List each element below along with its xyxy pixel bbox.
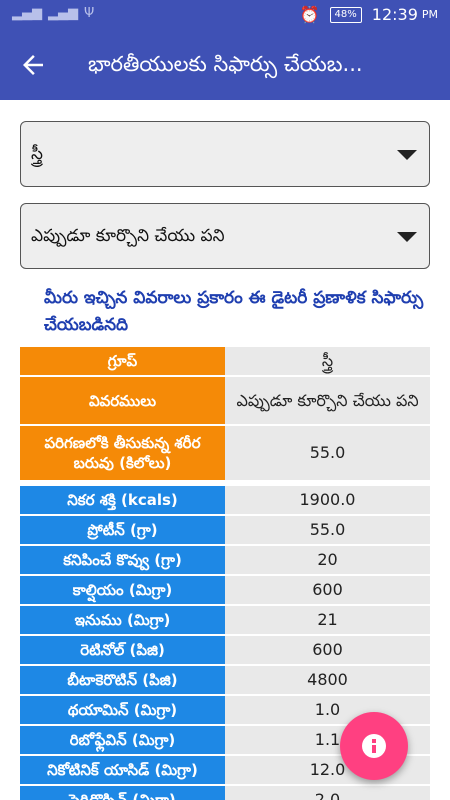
row-label: కాల్షియం (మిగ్రా) [20, 576, 225, 604]
recommendation-note: మీరు ఇచ్చిన వివరాలు ప్రకారం ఈ డైటరీ ప్రణ… [44, 288, 424, 335]
status-left-icons: ▂▄▆ ▂▄▆ Ψ [12, 6, 94, 21]
row-value: 20 [225, 546, 430, 574]
clock-ampm: PM [421, 8, 438, 21]
info-button[interactable] [340, 712, 408, 780]
table-row: రెటినోల్ (పిజి) 600 [20, 636, 430, 664]
row-label: థయామిన్ (మిగ్రా) [20, 696, 225, 724]
row-label: గ్రూప్ [20, 347, 225, 375]
activity-select-value: ఎప్పుడూ కూర్చొని చేయు పని [31, 226, 225, 246]
app-bar: భారతీయులకు సిఫార్సు చేయబ... [0, 30, 450, 100]
table-row: ఇనుము (మిగ్రా) 21 [20, 606, 430, 634]
group-select[interactable]: స్త్రీ [20, 121, 430, 187]
info-icon [362, 734, 386, 758]
table-row: వివరములు ఎప్పుడూ కూర్చొని చేయు పని [20, 377, 430, 424]
page-title: భారతీయులకు సిఫార్సు చేయబ... [88, 52, 363, 76]
group-select-value: స్త్రీ [31, 144, 43, 164]
row-value: ఎప్పుడూ కూర్చొని చేయు పని [225, 377, 430, 424]
chevron-down-icon [397, 150, 417, 160]
table-row: నికర శక్తి (kcals) 1900.0 [20, 486, 430, 514]
row-label: కనిపించే కొవ్వు (గ్రా) [20, 546, 225, 574]
row-value: 1900.0 [225, 486, 430, 514]
row-label: ఇనుము (మిగ్రా) [20, 606, 225, 634]
table-row: పైరిడొక్సిన్ (మిగ్రా) 2.0 [20, 786, 430, 800]
clock: 12:39 [371, 5, 418, 24]
table-row: కనిపించే కొవ్వు (గ్రా) 20 [20, 546, 430, 574]
row-label: వివరములు [20, 377, 225, 424]
signal-icon-2: ▂▄▆ [48, 6, 78, 21]
row-label: బీటాకెరొటిన్ (పిజి) [20, 666, 225, 694]
battery-indicator: 48% [329, 6, 362, 23]
table-row: గ్రూప్ స్త్రీ [20, 347, 430, 375]
row-value: 55.0 [225, 516, 430, 544]
status-bar: ▂▄▆ ▂▄▆ Ψ ⏰ 48% 12:39 PM [0, 0, 450, 30]
row-label: నికర శక్తి (kcals) [20, 486, 225, 514]
row-value: 1.0 [225, 696, 430, 724]
row-value: 600 [225, 576, 430, 604]
signal-icon: ▂▄▆ [12, 6, 42, 21]
table-row: కాల్షియం (మిగ్రా) 600 [20, 576, 430, 604]
table-row: పరిగణలోకి తీసుకున్న శరీర బరువు (కిలోలు) … [20, 426, 430, 480]
table-row: ప్రోటీన్ (గ్రా) 55.0 [20, 516, 430, 544]
status-right: ⏰ 48% 12:39 PM [300, 5, 438, 24]
table-row: బీటాకెరొటిన్ (పిజి) 4800 [20, 666, 430, 694]
row-value: 21 [225, 606, 430, 634]
arrow-left-icon [23, 55, 43, 75]
row-value: స్త్రీ [225, 347, 430, 375]
table-row: థయామిన్ (మిగ్రా) 1.0 [20, 696, 430, 724]
row-value: 4800 [225, 666, 430, 694]
usb-icon: Ψ [84, 6, 95, 21]
chevron-down-icon [397, 232, 417, 242]
row-value: 2.0 [225, 786, 430, 800]
row-label: నికోటినిక్ యాసిడ్ (మిగ్రా) [20, 756, 225, 784]
row-label: ప్రోటీన్ (గ్రా) [20, 516, 225, 544]
row-value: 600 [225, 636, 430, 664]
back-button[interactable] [18, 50, 48, 80]
row-label: రెటినోల్ (పిజి) [20, 636, 225, 664]
activity-select[interactable]: ఎప్పుడూ కూర్చొని చేయు పని [20, 203, 430, 269]
row-label: రిబోఫ్లేవిన్ (మిగ్రా) [20, 726, 225, 754]
row-value: 55.0 [225, 426, 430, 480]
row-label: పరిగణలోకి తీసుకున్న శరీర బరువు (కిలోలు) [20, 426, 225, 480]
alarm-icon: ⏰ [299, 5, 320, 24]
row-label: పైరిడొక్సిన్ (మిగ్రా) [20, 786, 225, 800]
table-row: నికోటినిక్ యాసిడ్ (మిగ్రా) 12.0 [20, 756, 430, 784]
